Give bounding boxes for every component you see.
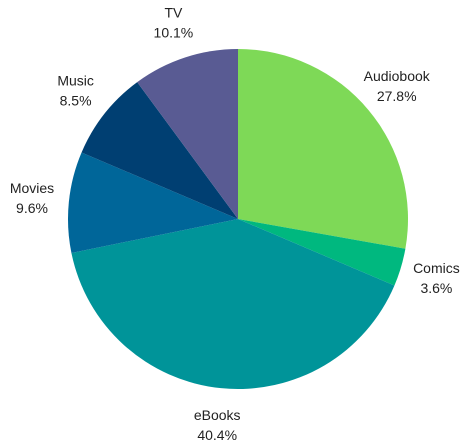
pie-slice-movies	[67, 152, 238, 253]
pie-slice-tv	[137, 49, 238, 219]
slice-label: Comics 3.6%	[413, 260, 460, 296]
slice-percent-label: 3.6%	[420, 280, 452, 296]
slice-percent-label: 27.8%	[377, 88, 417, 104]
slice-percent-label: 10.1%	[154, 24, 194, 40]
pie-slice-audiobook	[238, 49, 409, 249]
pie-slice-music	[81, 82, 238, 219]
slice-percent-label: 8.5%	[60, 93, 92, 109]
slice-category-label: Music	[57, 73, 94, 89]
slice-label: Audiobook 27.8%	[364, 68, 431, 104]
pie-slices	[67, 49, 409, 390]
slice-label: Music 8.5%	[57, 73, 94, 109]
slice-category-label: Movies	[10, 180, 54, 196]
pie-labels: Audiobook 27.8% Comics 3.6% eBooks 40.4% Movie…	[10, 4, 460, 442]
slice-percent-label: 40.4%	[197, 427, 237, 442]
slice-label: TV 10.1%	[154, 4, 194, 40]
slice-category-label: TV	[164, 4, 183, 20]
pie-slice-comics	[238, 219, 406, 286]
slice-category-label: Audiobook	[364, 68, 431, 84]
slice-category-label: Comics	[413, 260, 460, 276]
pie-slice-ebooks	[71, 219, 395, 390]
slice-category-label: eBooks	[194, 407, 241, 423]
slice-percent-label: 9.6%	[16, 200, 48, 216]
slice-label: Movies 9.6%	[10, 180, 54, 216]
slice-label: eBooks 40.4%	[194, 407, 241, 442]
